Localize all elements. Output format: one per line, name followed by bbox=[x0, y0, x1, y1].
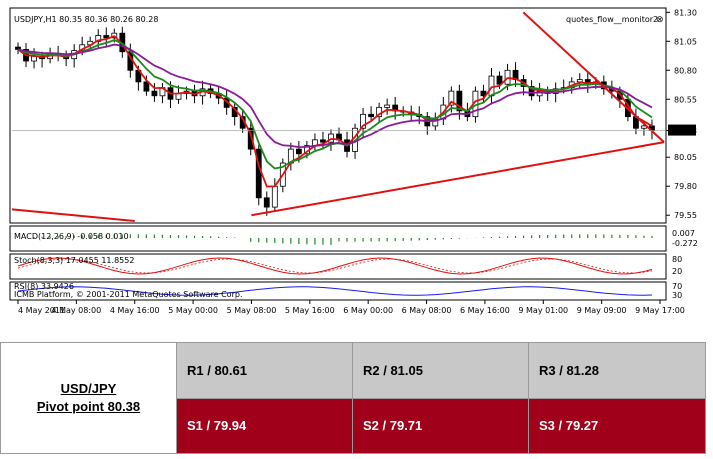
x-tick-label: 6 May 08:00 bbox=[402, 306, 452, 315]
indicator-toggle-icon[interactable]: ⊗ bbox=[656, 15, 664, 25]
rsi-tick-label: 70 bbox=[672, 282, 682, 291]
macd-panel-frame bbox=[9, 225, 667, 252]
x-tick-label: 6 May 00:00 bbox=[343, 306, 393, 315]
candle-body bbox=[31, 55, 37, 62]
pivot-table: USD/JPY Pivot point 80.38 R1 / 80.61 R2 … bbox=[0, 342, 706, 454]
currency-pair: USD/JPY bbox=[60, 381, 117, 396]
candle-body bbox=[247, 127, 254, 150]
trendline-old bbox=[11, 208, 135, 222]
platform-watermark: ICMB Platform, © 2001-2011 MetaQuotes So… bbox=[14, 290, 243, 299]
rsi-panel-frame bbox=[9, 281, 667, 301]
x-tick-label: 5 May 16:00 bbox=[285, 306, 335, 315]
rsi-line bbox=[17, 286, 653, 296]
pivot-point: Pivot point 80.38 bbox=[36, 399, 141, 414]
chart-title: USDJPY,H1 80.35 80.36 80.26 80.28 bbox=[14, 15, 158, 24]
x-tick-label: 4 May 16:00 bbox=[110, 306, 160, 315]
s2-cell: S2 / 79.71 bbox=[352, 397, 529, 454]
y-tick-label: 81.05 bbox=[674, 37, 697, 46]
chart-svg: 81.30 81.05 80.80 80.55 80.28 80.05 79.80 79.55… bbox=[9, 7, 698, 315]
candle-body bbox=[360, 113, 366, 129]
x-tick-label: 5 May 08:00 bbox=[227, 306, 277, 315]
y-tick-label: 80.80 bbox=[674, 66, 697, 75]
current-price-label: 80.28 bbox=[671, 127, 694, 136]
candle-body bbox=[151, 90, 158, 97]
candle-body bbox=[295, 148, 302, 155]
candle-body bbox=[488, 75, 495, 97]
price-chart: 81.30 81.05 80.80 80.55 80.28 80.05 79.80 79.55… bbox=[9, 7, 698, 315]
candle-body bbox=[384, 104, 391, 108]
rsi-label: RSI(8) 33.9426 bbox=[14, 282, 74, 291]
main-panel-frame bbox=[9, 7, 667, 224]
x-tick-label: 5 May 00:00 bbox=[168, 306, 218, 315]
ma-slow-line bbox=[17, 43, 653, 149]
r2-cell: R2 / 81.05 bbox=[352, 342, 529, 399]
x-tick-label: 6 May 16:00 bbox=[460, 306, 510, 315]
resistance-row: USD/JPY Pivot point 80.38 R1 / 80.61 R2 … bbox=[0, 342, 706, 454]
candle-body bbox=[496, 75, 503, 85]
y-tick-label: 79.80 bbox=[674, 182, 697, 191]
stoch-label: Stoch(8,3,3) 17.0455 11.8552 bbox=[14, 256, 134, 265]
candle-body bbox=[320, 139, 326, 143]
trendline-support bbox=[251, 141, 665, 217]
candle-body bbox=[103, 35, 110, 39]
macd-label: MACD(12,26,9) -0.058 0.010 bbox=[14, 232, 129, 241]
x-tick-label: 4 May 2011 bbox=[18, 306, 65, 315]
candle-body bbox=[368, 113, 375, 118]
macd-tick-label: -0.272 bbox=[672, 239, 698, 248]
indicator-label: quotes_flow__monitor2 bbox=[566, 15, 658, 24]
x-tick-label: 4 May 08:00 bbox=[51, 306, 101, 315]
axis-marks: 81.30 81.05 80.80 80.55 80.28 80.05 79.80 79.55… bbox=[12, 8, 698, 315]
stoch-main-line bbox=[17, 257, 653, 275]
stoch-tick-label: 20 bbox=[672, 267, 682, 276]
candle-body bbox=[263, 197, 270, 208]
price-marks bbox=[11, 11, 665, 296]
x-tick-label: 9 May 09:00 bbox=[577, 306, 627, 315]
candle-body bbox=[456, 90, 463, 112]
r3-cell: R3 / 81.28 bbox=[528, 342, 706, 399]
x-tick-label: 9 May 01:00 bbox=[518, 306, 568, 315]
s1-cell: S1 / 79.94 bbox=[176, 397, 353, 454]
candle-body bbox=[143, 81, 150, 92]
s3-cell: S3 / 79.27 bbox=[528, 397, 706, 454]
candle-body bbox=[271, 185, 278, 208]
trendline-resistance bbox=[522, 11, 665, 143]
y-tick-label: 80.05 bbox=[674, 153, 697, 162]
candle-body bbox=[480, 90, 487, 97]
y-tick-label: 81.30 bbox=[674, 8, 697, 17]
rsi-tick-label: 30 bbox=[672, 291, 682, 300]
macd-tick-label: 0.007 bbox=[672, 229, 695, 238]
y-tick-label: 80.55 bbox=[674, 95, 697, 104]
support-row: S1 / 79.94 S2 / 79.71 S3 / 79.27 bbox=[1, 397, 706, 454]
candle-body bbox=[528, 86, 535, 97]
pivot-label-cell: USD/JPY Pivot point 80.38 bbox=[0, 342, 177, 454]
current-price-badge bbox=[668, 124, 696, 136]
candle-body bbox=[576, 79, 583, 83]
y-tick-label: 79.55 bbox=[674, 211, 697, 220]
x-tick-label: 9 May 17:00 bbox=[635, 306, 685, 315]
candle-body bbox=[448, 90, 455, 106]
r1-cell: R1 / 80.61 bbox=[176, 342, 353, 399]
stoch-tick-label: 80 bbox=[672, 255, 682, 264]
